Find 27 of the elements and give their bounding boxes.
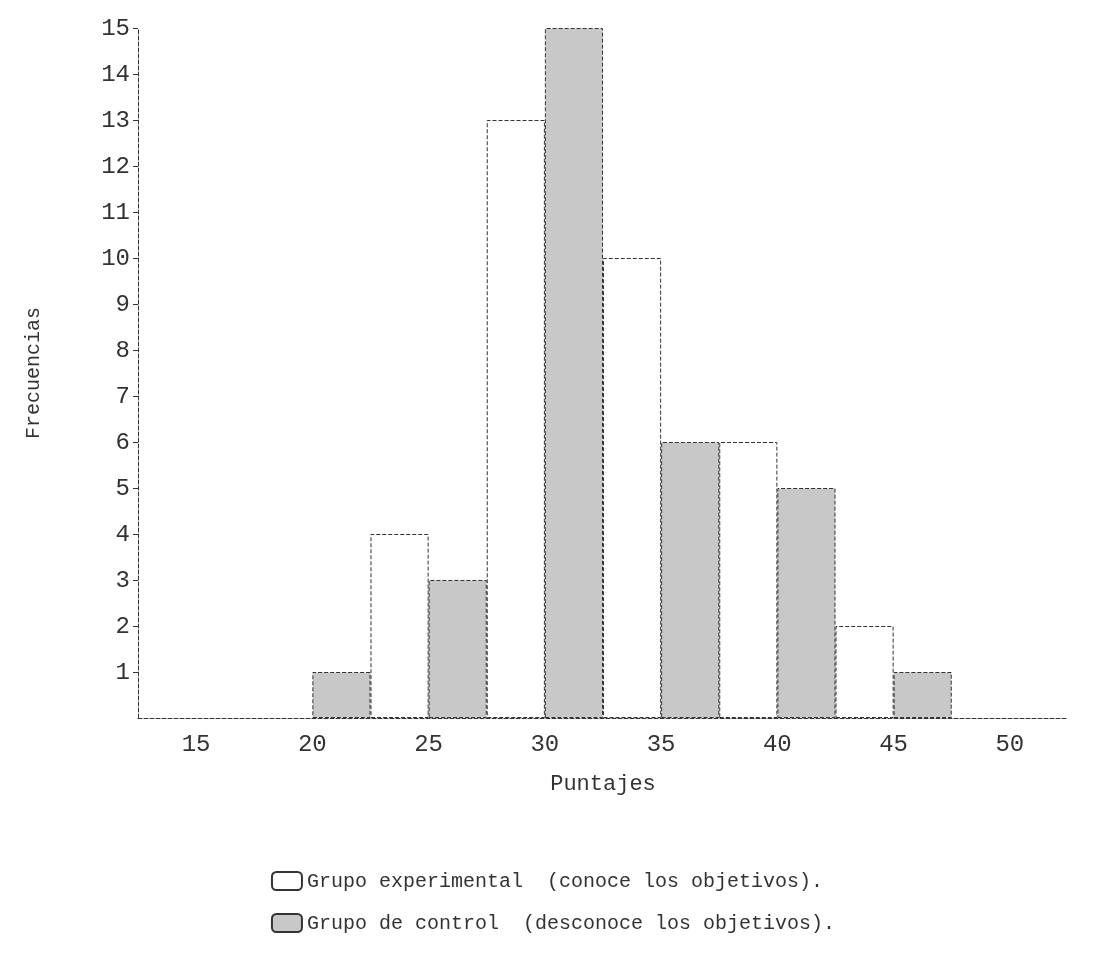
x-tick-label: 40 xyxy=(762,730,792,758)
x-tick-label: 30 xyxy=(530,730,560,758)
y-tick-label: 12 xyxy=(101,152,130,180)
legend-label: Grupo experimental (conoce los objetivos). xyxy=(306,869,824,893)
y-tick-label: 8 xyxy=(115,336,130,364)
y-tick-label: 5 xyxy=(115,474,130,502)
x-tick-label: 20 xyxy=(297,730,327,758)
x-tick-label: 35 xyxy=(646,730,676,758)
x-tick-label: 25 xyxy=(414,730,444,758)
y-tick-label: 7 xyxy=(115,382,130,410)
y-tick-label: 4 xyxy=(115,520,130,548)
x-tick-label: 45 xyxy=(879,730,909,758)
y-tick-label: 13 xyxy=(101,106,130,134)
y-tick-label: 9 xyxy=(115,290,130,318)
y-tick-label: 15 xyxy=(101,14,130,42)
x-tick-label: 50 xyxy=(995,730,1025,758)
x-tick-label: 15 xyxy=(181,730,211,758)
y-tick-label: 10 xyxy=(101,244,130,272)
x-axis-title: Puntajes xyxy=(550,771,656,797)
y-tick-label: 1 xyxy=(115,658,130,686)
y-tick-label: 11 xyxy=(101,198,130,226)
y-tick-label: 3 xyxy=(115,566,130,594)
y-tick-label: 2 xyxy=(115,612,130,640)
y-axis-title: Frecuencias xyxy=(21,306,45,440)
legend-label: Grupo de control (desconoce los objetivos). xyxy=(306,911,836,935)
y-tick-label: 14 xyxy=(101,60,130,88)
y-tick-label: 6 xyxy=(115,428,130,456)
